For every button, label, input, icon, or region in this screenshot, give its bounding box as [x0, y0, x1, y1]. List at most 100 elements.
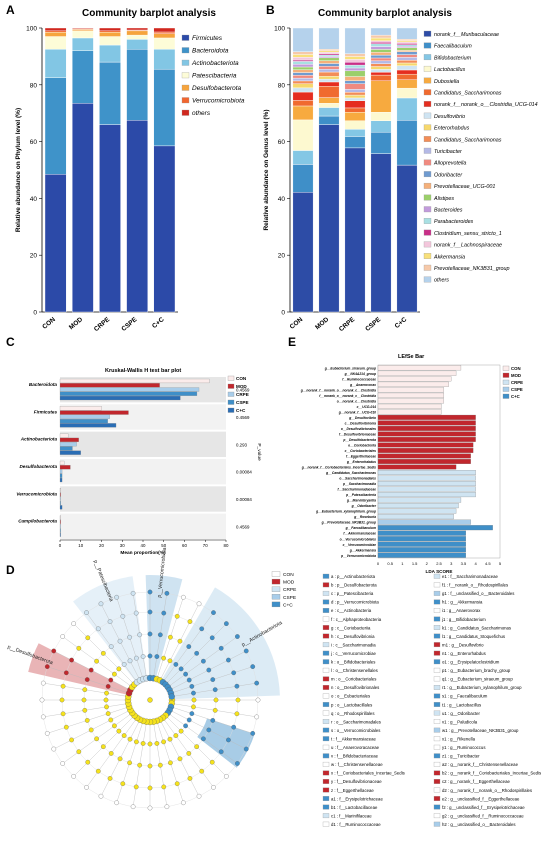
x-tick-label: C+C — [151, 316, 166, 330]
taxa-legend-label: n1 : g__Enterorhabdus — [442, 651, 486, 656]
bar-segment — [292, 72, 314, 76]
legend-swatch — [423, 171, 432, 178]
taxa-legend-label: k : o__Bifidobacteriales — [331, 660, 375, 665]
feature-label: f__norank_o__norank_c__Clostridia — [319, 394, 376, 398]
y-tick-label: 60 — [30, 139, 38, 146]
lda-bar — [377, 381, 449, 387]
taxa-legend-swatch — [322, 659, 330, 665]
x-tick-label: CON — [289, 316, 305, 331]
lda-bar — [377, 436, 476, 442]
bar-segment — [344, 56, 366, 60]
tree-node — [173, 662, 179, 667]
tree-node — [186, 751, 192, 756]
bar-segment — [318, 50, 340, 53]
legend-swatch — [181, 97, 190, 104]
feature-label: o__Desulfovibrionales — [341, 427, 376, 431]
group-legend-swatch — [271, 578, 281, 585]
taxa-legend-label: p : o__Lactobacillales — [331, 702, 372, 707]
panel-letter-b: B — [266, 3, 275, 17]
bar-segment — [396, 73, 418, 80]
taxa-legend-label: a1 : f__Erysipelotrichaceae — [331, 796, 383, 801]
tree-node — [108, 717, 114, 723]
tree-node — [94, 658, 99, 664]
bar-segment — [396, 41, 418, 44]
tree-root — [147, 697, 153, 703]
legend-swatch — [181, 109, 190, 116]
group-bar — [59, 419, 108, 424]
tree-node — [209, 635, 215, 641]
tree-node — [130, 590, 136, 596]
y-tick-label: 40 — [278, 196, 286, 203]
tree-node — [212, 707, 218, 713]
x-tick-label: CRPE — [93, 316, 112, 333]
taxa-legend-label: m1 : g__Desulfovibrio — [442, 642, 484, 647]
taxa-legend-swatch — [433, 599, 441, 605]
bar-segment — [318, 86, 340, 98]
lda-bar — [377, 541, 466, 547]
category-label: Actinobacteriota — [20, 437, 58, 442]
bar-segment — [126, 34, 149, 40]
panel-a-phylum-stacked-bar: 0 20 40 60 80 100 Relative abundance on Phylum… — [15, 26, 245, 334]
bar-segment — [396, 43, 418, 45]
tree-node — [60, 683, 66, 689]
panel-c-title: Kruskal-Wallis H test bar plot — [105, 368, 181, 374]
tree-node — [60, 634, 65, 639]
bar-segment — [292, 54, 314, 58]
bar-segment — [44, 77, 67, 175]
taxa-legend-label: h : c__Desulfovibrionia — [331, 634, 375, 639]
taxa-legend-swatch — [433, 582, 441, 588]
group-bar — [59, 437, 79, 442]
taxa-legend-swatch — [322, 590, 330, 596]
taxa-legend-label: z1 : g__Turicibacter — [442, 754, 480, 759]
bar-segment — [153, 27, 176, 33]
legend-label: C+C — [511, 394, 520, 399]
taxa-legend-swatch — [433, 633, 441, 639]
bar-segment — [370, 27, 392, 36]
bar-segment — [344, 147, 366, 313]
tree-node — [60, 711, 66, 717]
feature-label: c__Verrucomicrobiae — [343, 543, 377, 547]
tree-node — [63, 670, 69, 676]
tree-node — [121, 733, 127, 738]
bar-segment — [370, 153, 392, 313]
bar-segment — [396, 50, 418, 52]
taxa-legend-label: i1 : g__Anaerovorax — [442, 608, 481, 613]
taxa-legend-swatch — [322, 710, 330, 716]
panel-d-cladogram: p__Patescibacteria p__Verrucomicrobiotap_… — [7, 547, 542, 827]
taxa-legend-label: x : f__Coriobacteriales_Incertae_Sedis — [331, 771, 405, 776]
taxa-legend-label: d2 : g__norank_f__norank_o__Rhodospirill… — [442, 788, 532, 793]
category-label: Verrucomicrobiota — [16, 491, 57, 496]
y-tick-label: 20 — [30, 253, 38, 260]
tree-node — [95, 768, 101, 774]
tree-node — [167, 658, 173, 664]
lda-bar — [377, 409, 442, 415]
bar-segment — [318, 78, 340, 83]
feature-label: g__Odoribacter — [351, 504, 377, 508]
legend-label: Enterorhabdus — [434, 126, 470, 132]
tree-node — [133, 784, 139, 790]
legend-swatch — [227, 391, 235, 397]
panel-c-kruskal-wallis-bar: Bacteroidota 0.4569 Firmicutes 0.4569 Actino… — [16, 375, 262, 556]
x-tick-label: 60 — [182, 543, 187, 548]
x-tick-label: 30 — [120, 543, 125, 548]
lda-bar — [377, 420, 476, 426]
bar-segment — [344, 129, 366, 137]
lda-bar — [377, 365, 462, 371]
pvalue-axis-label: P_value — [256, 443, 262, 461]
group-legend-label: MOD — [283, 580, 295, 586]
tree-node — [39, 697, 45, 703]
group-legend-swatch — [271, 571, 281, 577]
taxa-legend-swatch — [322, 685, 330, 690]
legend-swatch — [423, 194, 432, 201]
taxa-legend-swatch — [433, 719, 441, 724]
taxa-legend-swatch — [433, 770, 441, 776]
legend-label: others — [192, 110, 211, 117]
feature-label: c__Coriobacteriales — [345, 449, 377, 453]
bar-segment — [292, 61, 314, 65]
tree-node — [81, 697, 87, 703]
tree-node — [147, 785, 153, 791]
bar-segment — [71, 27, 94, 30]
tree-node — [213, 697, 219, 703]
category-band — [60, 459, 226, 485]
